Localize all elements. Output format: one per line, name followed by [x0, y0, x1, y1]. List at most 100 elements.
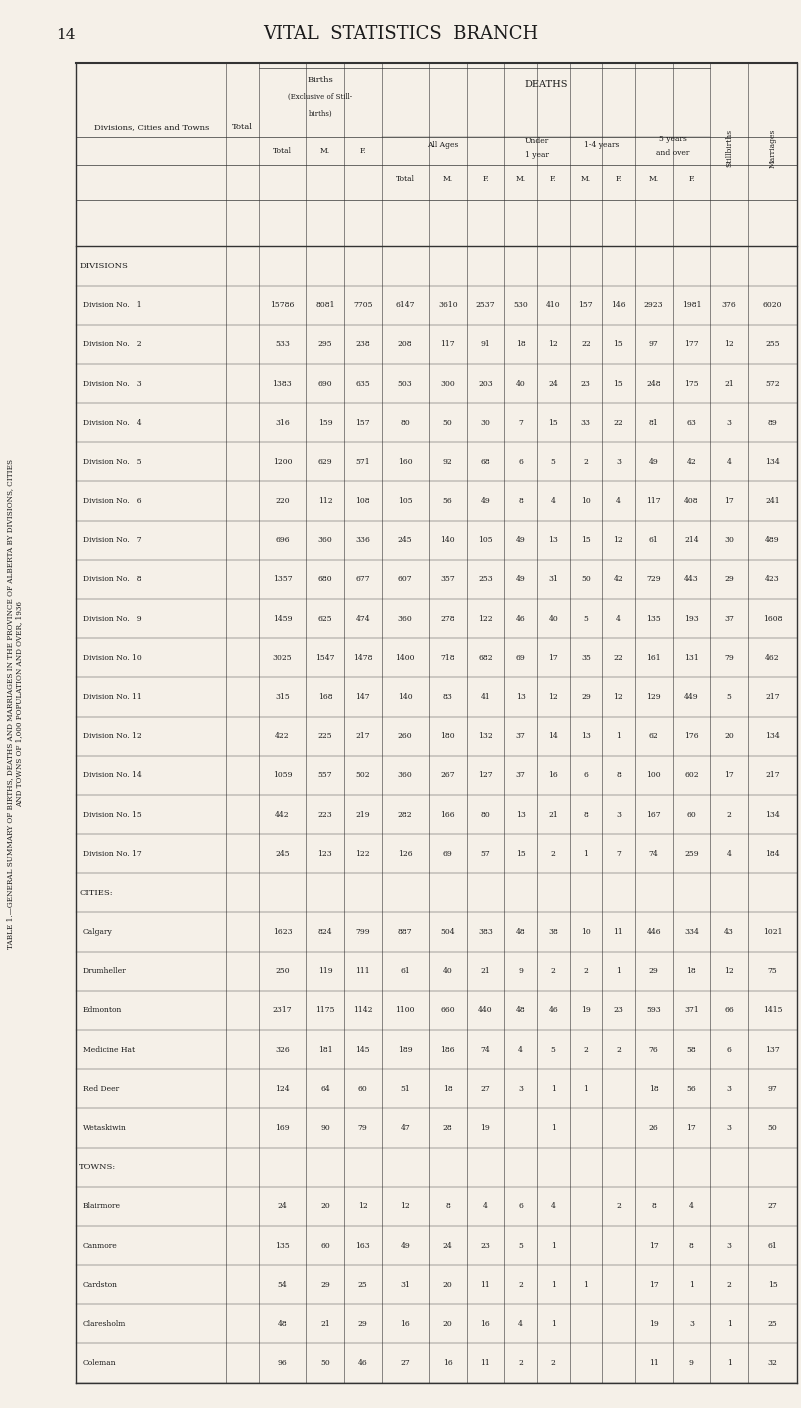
- Text: 1547: 1547: [316, 653, 335, 662]
- Text: 159: 159: [318, 418, 332, 427]
- Text: 238: 238: [356, 341, 370, 348]
- Text: 1: 1: [551, 1084, 556, 1093]
- Text: 56: 56: [686, 1084, 696, 1093]
- Text: 217: 217: [356, 732, 370, 741]
- Text: 50: 50: [320, 1359, 330, 1367]
- Text: 3025: 3025: [272, 653, 292, 662]
- Text: 1142: 1142: [353, 1007, 372, 1014]
- Text: 530: 530: [513, 301, 528, 310]
- Text: Division No. 12: Division No. 12: [83, 732, 141, 741]
- Text: 24: 24: [443, 1242, 453, 1249]
- Text: 100: 100: [646, 772, 661, 780]
- Text: 49: 49: [649, 458, 658, 466]
- Text: 79: 79: [358, 1124, 368, 1132]
- Text: 423: 423: [765, 576, 780, 583]
- Text: 49: 49: [516, 536, 525, 545]
- Text: 74: 74: [649, 849, 658, 857]
- Text: 27: 27: [767, 1202, 778, 1211]
- Text: 17: 17: [649, 1281, 658, 1288]
- Text: 56: 56: [443, 497, 453, 505]
- Text: 90: 90: [320, 1124, 330, 1132]
- Text: 57: 57: [481, 849, 490, 857]
- Text: 690: 690: [318, 380, 332, 387]
- Text: 443: 443: [684, 576, 698, 583]
- Text: 1: 1: [616, 732, 621, 741]
- Text: 6: 6: [583, 772, 588, 780]
- Text: 3: 3: [727, 1124, 731, 1132]
- Text: 161: 161: [646, 653, 661, 662]
- Text: Red Deer: Red Deer: [83, 1084, 119, 1093]
- Text: Total: Total: [396, 175, 415, 183]
- Text: 63: 63: [686, 418, 696, 427]
- Text: TABLE 1.—GENERAL SUMMARY OF BIRTHS, DEATHS AND MARRIAGES IN THE PROVINCE OF ALBE: TABLE 1.—GENERAL SUMMARY OF BIRTHS, DEAT…: [6, 459, 23, 949]
- Text: 214: 214: [684, 536, 698, 545]
- Text: 383: 383: [478, 928, 493, 936]
- Text: 140: 140: [441, 536, 455, 545]
- Text: 23: 23: [614, 1007, 623, 1014]
- Text: Drumheller: Drumheller: [83, 967, 127, 976]
- Text: 250: 250: [276, 967, 290, 976]
- Text: 1: 1: [727, 1359, 731, 1367]
- Text: Division No.   6: Division No. 6: [83, 497, 141, 505]
- Text: Division No.   1: Division No. 1: [83, 301, 141, 310]
- Text: 175: 175: [684, 380, 698, 387]
- Text: 4: 4: [689, 1202, 694, 1211]
- Text: 12: 12: [358, 1202, 368, 1211]
- Text: 1: 1: [583, 1084, 588, 1093]
- Text: 3: 3: [689, 1319, 694, 1328]
- Text: 15786: 15786: [270, 301, 295, 310]
- Text: 46: 46: [358, 1359, 368, 1367]
- Text: 97: 97: [649, 341, 658, 348]
- Text: 21: 21: [481, 967, 490, 976]
- Text: 3: 3: [518, 1084, 523, 1093]
- Text: 119: 119: [318, 967, 332, 976]
- Text: 2317: 2317: [272, 1007, 292, 1014]
- Text: DEATHS: DEATHS: [524, 80, 568, 89]
- Text: F.: F.: [688, 175, 694, 183]
- Text: M.: M.: [581, 175, 591, 183]
- Text: M.: M.: [649, 175, 658, 183]
- Text: Division No. 11: Division No. 11: [83, 693, 141, 701]
- Text: 336: 336: [356, 536, 370, 545]
- Text: 3: 3: [727, 1084, 731, 1093]
- Text: 5: 5: [551, 458, 556, 466]
- Text: 7: 7: [518, 418, 523, 427]
- Text: 61: 61: [649, 536, 658, 545]
- Text: 1981: 1981: [682, 301, 701, 310]
- Text: 635: 635: [356, 380, 370, 387]
- Text: 14: 14: [549, 732, 558, 741]
- Text: 2: 2: [583, 967, 588, 976]
- Text: 326: 326: [275, 1046, 290, 1053]
- Text: 146: 146: [611, 301, 626, 310]
- Text: 132: 132: [478, 732, 493, 741]
- Text: 5: 5: [518, 1242, 523, 1249]
- Text: 122: 122: [356, 849, 370, 857]
- Text: 111: 111: [356, 967, 370, 976]
- Text: Coleman: Coleman: [83, 1359, 116, 1367]
- Text: 16: 16: [400, 1319, 410, 1328]
- Text: 92: 92: [443, 458, 453, 466]
- Text: 46: 46: [549, 1007, 558, 1014]
- Text: 1: 1: [689, 1281, 694, 1288]
- Text: 189: 189: [398, 1046, 413, 1053]
- Text: 602: 602: [684, 772, 698, 780]
- Text: M.: M.: [516, 175, 525, 183]
- Text: 74: 74: [481, 1046, 490, 1053]
- Text: 7705: 7705: [353, 301, 372, 310]
- Text: 48: 48: [516, 928, 525, 936]
- Text: 33: 33: [581, 418, 591, 427]
- Text: 42: 42: [686, 458, 696, 466]
- Text: 2: 2: [727, 1281, 731, 1288]
- Text: 50: 50: [767, 1124, 778, 1132]
- Text: Divisions, Cities and Towns: Divisions, Cities and Towns: [94, 122, 209, 131]
- Text: Cardston: Cardston: [83, 1281, 118, 1288]
- Text: 15: 15: [516, 849, 525, 857]
- Text: 504: 504: [441, 928, 455, 936]
- Text: 2: 2: [616, 1202, 621, 1211]
- Text: 37: 37: [724, 615, 735, 622]
- Text: 17: 17: [724, 497, 734, 505]
- Text: 176: 176: [684, 732, 698, 741]
- Text: 29: 29: [724, 576, 734, 583]
- Text: 43: 43: [724, 928, 735, 936]
- Text: 15: 15: [614, 380, 623, 387]
